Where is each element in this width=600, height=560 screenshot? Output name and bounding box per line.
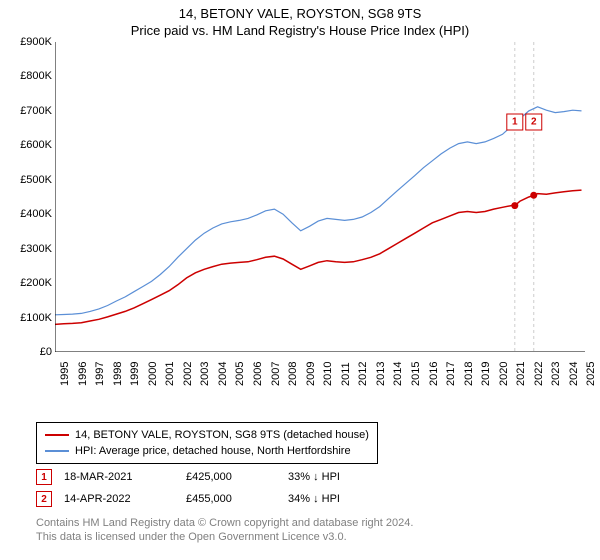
footer-line-2: This data is licensed under the Open Gov… (36, 530, 413, 544)
transaction-list: 1 18-MAR-2021 £425,000 33% ↓ HPI 2 14-AP… (36, 466, 398, 510)
x-tick-label: 2006 (252, 362, 264, 386)
x-tick-label: 1996 (77, 362, 89, 386)
x-tick-label: 2021 (515, 362, 527, 386)
y-tick-label: £900K (0, 36, 52, 48)
x-tick-label: 2022 (533, 362, 545, 386)
x-tick-label: 2019 (480, 362, 492, 386)
svg-text:1: 1 (512, 117, 518, 128)
x-tick-label: 2024 (568, 362, 580, 386)
legend-row: 14, BETONY VALE, ROYSTON, SG8 9TS (detac… (45, 427, 369, 443)
chart-title: 14, BETONY VALE, ROYSTON, SG8 9TS (0, 0, 600, 21)
x-tick-label: 2004 (217, 362, 229, 386)
y-tick-label: £400K (0, 208, 52, 220)
x-tick-label: 2013 (375, 362, 387, 386)
x-tick-label: 2015 (410, 362, 422, 386)
svg-text:2: 2 (531, 117, 537, 128)
y-tick-label: £0 (0, 346, 52, 358)
y-tick-label: £800K (0, 70, 52, 82)
transaction-row: 1 18-MAR-2021 £425,000 33% ↓ HPI (36, 466, 398, 488)
y-tick-label: £300K (0, 243, 52, 255)
x-tick-label: 2023 (550, 362, 562, 386)
x-tick-label: 2003 (199, 362, 211, 386)
y-tick-label: £600K (0, 139, 52, 151)
transaction-marker-icon: 2 (36, 491, 52, 507)
y-tick-label: £200K (0, 277, 52, 289)
legend-row: HPI: Average price, detached house, Nort… (45, 443, 369, 459)
y-tick-label: £100K (0, 312, 52, 324)
x-tick-label: 2020 (498, 362, 510, 386)
legend-swatch-hpi (45, 450, 69, 452)
x-tick-label: 2002 (182, 362, 194, 386)
x-tick-label: 2011 (340, 362, 352, 386)
x-tick-label: 2018 (463, 362, 475, 386)
legend-label-property: 14, BETONY VALE, ROYSTON, SG8 9TS (detac… (75, 429, 369, 441)
x-tick-label: 2017 (445, 362, 457, 386)
x-tick-label: 1995 (59, 362, 71, 386)
footer-attribution: Contains HM Land Registry data © Crown c… (36, 516, 413, 545)
legend-label-hpi: HPI: Average price, detached house, Nort… (75, 445, 351, 457)
transaction-price: £425,000 (186, 471, 276, 483)
transaction-marker-icon: 1 (36, 469, 52, 485)
x-tick-label: 2007 (270, 362, 282, 386)
plot-svg: 12 (55, 42, 585, 352)
x-tick-label: 2009 (305, 362, 317, 386)
x-tick-label: 2000 (147, 362, 159, 386)
x-tick-label: 2014 (392, 362, 404, 386)
legend-swatch-property (45, 434, 69, 436)
chart-subtitle: Price paid vs. HM Land Registry's House … (0, 21, 600, 42)
x-tick-label: 2016 (428, 362, 440, 386)
transaction-row: 2 14-APR-2022 £455,000 34% ↓ HPI (36, 488, 398, 510)
x-tick-label: 2025 (585, 362, 597, 386)
x-tick-label: 2008 (287, 362, 299, 386)
x-tick-label: 1998 (112, 362, 124, 386)
x-tick-label: 2010 (322, 362, 334, 386)
plot-region: 12 (55, 42, 585, 352)
series-legend: 14, BETONY VALE, ROYSTON, SG8 9TS (detac… (36, 422, 378, 464)
x-tick-label: 1999 (129, 362, 141, 386)
x-tick-label: 2012 (357, 362, 369, 386)
y-tick-label: £700K (0, 105, 52, 117)
x-tick-label: 2005 (234, 362, 246, 386)
footer-line-1: Contains HM Land Registry data © Crown c… (36, 516, 413, 530)
transaction-date: 18-MAR-2021 (64, 471, 174, 483)
transaction-delta-hpi: 34% ↓ HPI (288, 493, 398, 505)
transaction-price: £455,000 (186, 493, 276, 505)
y-tick-label: £500K (0, 174, 52, 186)
x-tick-label: 1997 (94, 362, 106, 386)
transaction-date: 14-APR-2022 (64, 493, 174, 505)
transaction-delta-hpi: 33% ↓ HPI (288, 471, 398, 483)
chart-area: £0 £100K £200K £300K £400K £500K £600K £700K £80… (0, 42, 600, 402)
x-tick-label: 2001 (164, 362, 176, 386)
